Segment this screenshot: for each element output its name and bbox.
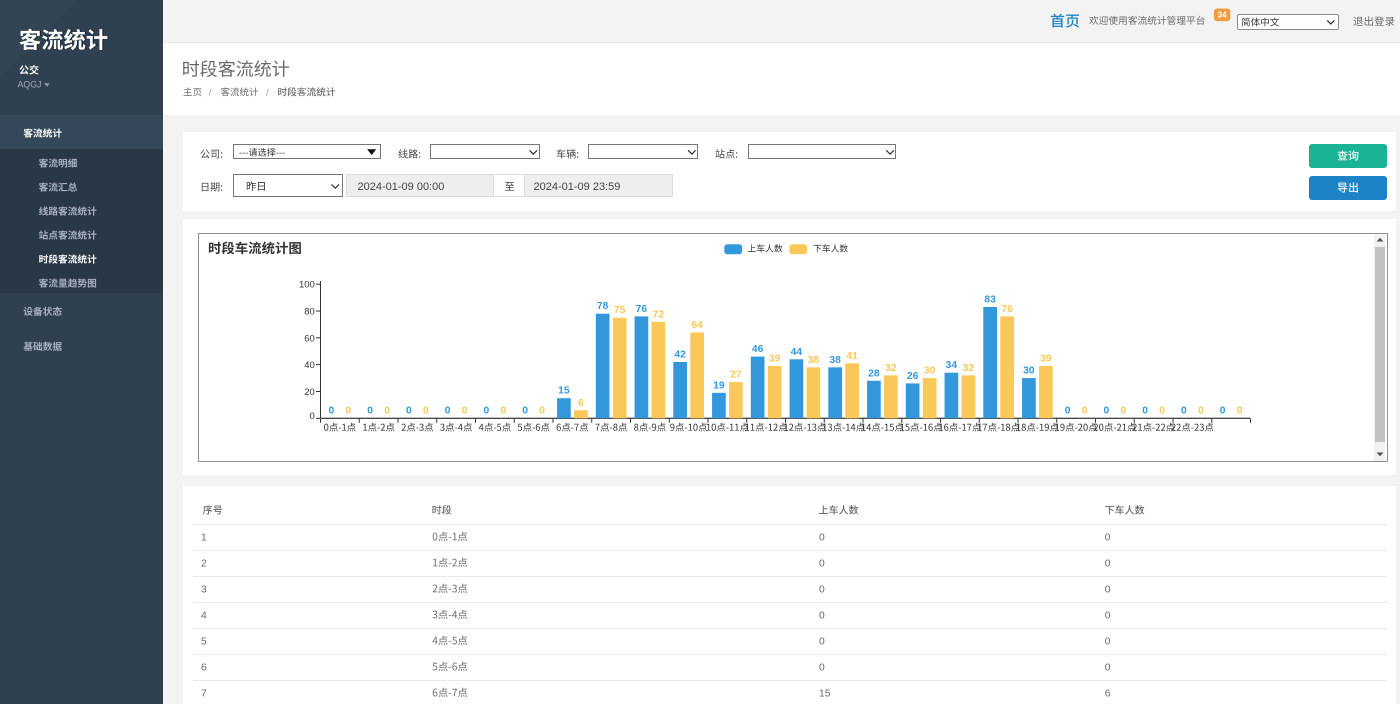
svg-text:28: 28 <box>868 368 880 379</box>
svg-text:60: 60 <box>304 333 315 344</box>
svg-text:32: 32 <box>885 363 897 374</box>
svg-text:19: 19 <box>713 380 725 391</box>
svg-text:0: 0 <box>1105 558 1111 569</box>
svg-text:0: 0 <box>819 584 825 595</box>
svg-text:34: 34 <box>1218 11 1227 20</box>
svg-text:2024-01-09 00:00: 2024-01-09 00:00 <box>358 181 445 193</box>
svg-text:15: 15 <box>819 688 831 699</box>
svg-text:76: 76 <box>636 304 648 315</box>
svg-text:80: 80 <box>304 306 315 317</box>
svg-text:0: 0 <box>384 406 390 417</box>
svg-text:30: 30 <box>1023 366 1035 377</box>
svg-text:6: 6 <box>1105 688 1111 699</box>
svg-text:0: 0 <box>1082 406 1088 417</box>
svg-text:64: 64 <box>691 320 703 331</box>
svg-text:0: 0 <box>819 558 825 569</box>
svg-text:0: 0 <box>1105 636 1111 647</box>
svg-text:0: 0 <box>501 406 507 417</box>
svg-text:0: 0 <box>329 406 335 417</box>
svg-text:/: / <box>209 87 212 98</box>
svg-text:0: 0 <box>310 411 315 422</box>
svg-text:0: 0 <box>1142 406 1148 417</box>
svg-text:7: 7 <box>201 688 207 699</box>
svg-text:0: 0 <box>1159 406 1165 417</box>
svg-text:0: 0 <box>346 406 352 417</box>
svg-text:30: 30 <box>924 366 936 377</box>
svg-text:0: 0 <box>1105 584 1111 595</box>
svg-text:/: / <box>266 87 269 98</box>
svg-text:0: 0 <box>484 406 490 417</box>
svg-text:0: 0 <box>819 636 825 647</box>
svg-text:0: 0 <box>819 610 825 621</box>
svg-text:34: 34 <box>946 360 958 371</box>
svg-text:1: 1 <box>201 532 207 543</box>
svg-text:0: 0 <box>539 406 545 417</box>
svg-text:AQGJ: AQGJ <box>18 80 42 90</box>
svg-text:0: 0 <box>819 662 825 673</box>
svg-text:39: 39 <box>769 354 781 365</box>
svg-text:76: 76 <box>1001 304 1013 315</box>
svg-text:0: 0 <box>367 406 373 417</box>
svg-text:27: 27 <box>730 370 742 381</box>
svg-text:100: 100 <box>299 280 315 291</box>
svg-text:0: 0 <box>406 406 412 417</box>
svg-text:6: 6 <box>578 398 584 409</box>
svg-text:26: 26 <box>907 371 919 382</box>
svg-text:0: 0 <box>1065 406 1071 417</box>
svg-text:44: 44 <box>791 347 803 358</box>
svg-text:0: 0 <box>1220 406 1226 417</box>
svg-text:41: 41 <box>846 351 858 362</box>
svg-text:0: 0 <box>462 406 468 417</box>
svg-text:5: 5 <box>201 636 207 647</box>
svg-text:0: 0 <box>1105 610 1111 621</box>
svg-text:0: 0 <box>1181 406 1187 417</box>
svg-text:38: 38 <box>808 355 820 366</box>
svg-text:0: 0 <box>522 406 528 417</box>
svg-text:3: 3 <box>201 584 207 595</box>
svg-text:0: 0 <box>1121 406 1127 417</box>
svg-text:0: 0 <box>1198 406 1204 417</box>
svg-text:15: 15 <box>558 386 570 397</box>
svg-text:2024-01-09 23:59: 2024-01-09 23:59 <box>534 181 621 193</box>
svg-text:0: 0 <box>1105 532 1111 543</box>
svg-text:2: 2 <box>201 558 207 569</box>
svg-text:75: 75 <box>614 305 626 316</box>
svg-text:0: 0 <box>445 406 451 417</box>
svg-text:6: 6 <box>201 662 207 673</box>
svg-text:72: 72 <box>653 309 665 320</box>
svg-text:4: 4 <box>201 610 207 621</box>
svg-text:39: 39 <box>1040 354 1052 365</box>
svg-text:20: 20 <box>304 387 315 398</box>
svg-text:83: 83 <box>984 295 996 306</box>
svg-text:38: 38 <box>829 355 841 366</box>
svg-text:46: 46 <box>752 344 764 355</box>
svg-text:32: 32 <box>963 363 975 374</box>
svg-text:0: 0 <box>819 532 825 543</box>
svg-text:0: 0 <box>1104 406 1110 417</box>
svg-text:0: 0 <box>1237 406 1243 417</box>
svg-text:78: 78 <box>597 301 609 312</box>
svg-text:42: 42 <box>674 349 686 360</box>
svg-text:40: 40 <box>304 360 315 371</box>
svg-text:0: 0 <box>423 406 429 417</box>
svg-text:0: 0 <box>1105 662 1111 673</box>
